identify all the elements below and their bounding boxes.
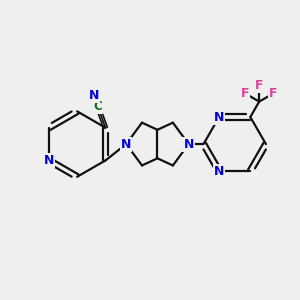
Text: N: N	[44, 154, 54, 167]
Text: N: N	[184, 138, 194, 151]
Text: F: F	[241, 87, 249, 100]
Text: N: N	[121, 138, 131, 151]
Text: N: N	[214, 165, 224, 178]
Text: N: N	[214, 110, 224, 124]
Text: F: F	[255, 79, 263, 92]
Text: F: F	[269, 87, 278, 100]
Text: C: C	[94, 100, 102, 113]
Text: N: N	[88, 88, 99, 101]
